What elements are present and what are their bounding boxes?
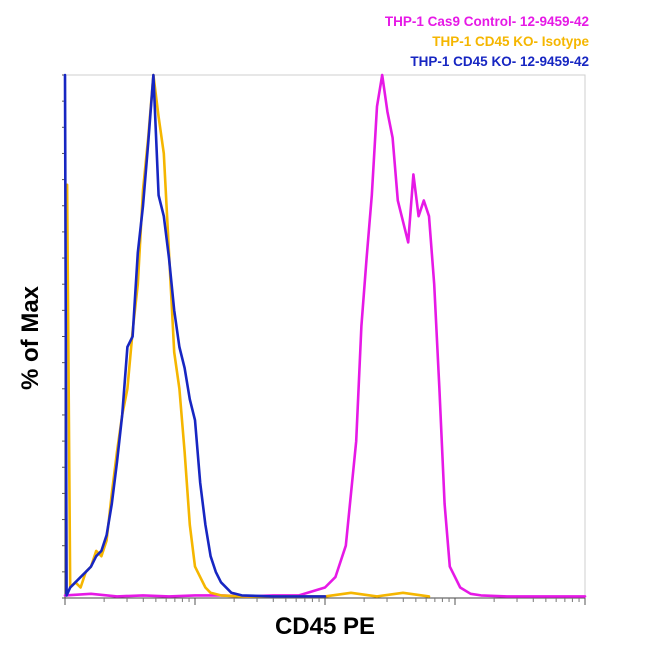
- series-line-3: [63, 73, 327, 598]
- series-layer: [63, 73, 587, 598]
- legend: THP-1 Cas9 Control- 12-9459-42 THP-1 CD45…: [385, 14, 590, 69]
- series-line-1: [63, 73, 587, 598]
- legend-entry-1: THP-1 Cas9 Control- 12-9459-42: [385, 14, 589, 29]
- y-axis-title: % of Max: [17, 285, 44, 390]
- legend-entry-3: THP-1 CD45 KO- 12-9459-42: [410, 54, 589, 69]
- axis-ticks: [62, 74, 586, 605]
- legend-entry-2: THP-1 CD45 KO- Isotype: [432, 34, 589, 49]
- x-axis-title: CD45 PE: [275, 613, 375, 640]
- plot-frame: [64, 74, 586, 599]
